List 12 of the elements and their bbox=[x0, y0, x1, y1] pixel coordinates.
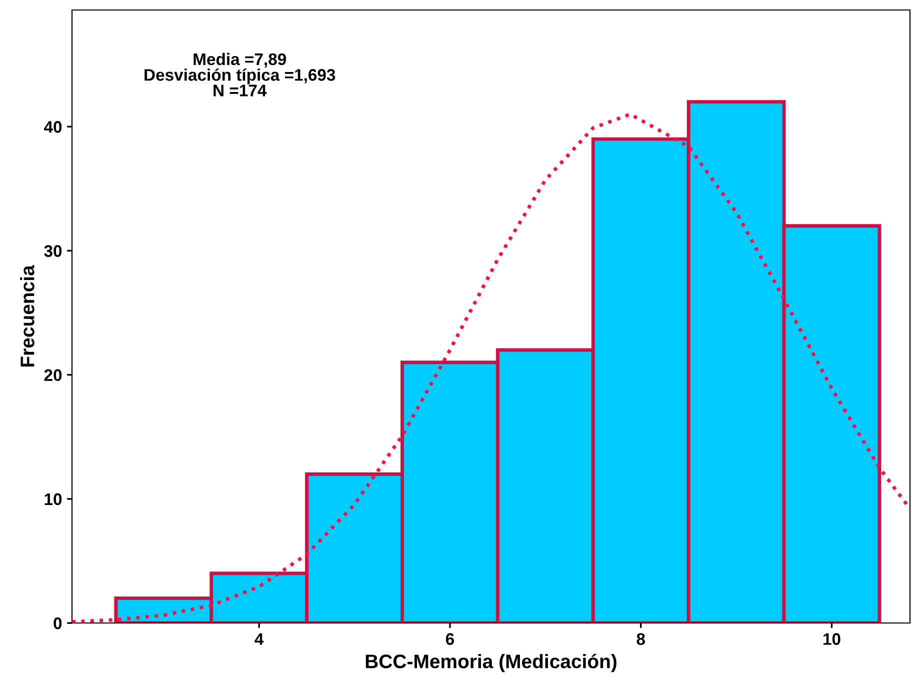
x-tick-label: 4 bbox=[254, 633, 264, 645]
x-axis-title: BCC-Memoria (Medicación) bbox=[366, 654, 616, 672]
y-axis-title: Frecuencia bbox=[20, 265, 34, 367]
y-tick-label: 0 bbox=[54, 617, 62, 630]
x-tick-label: 8 bbox=[636, 633, 645, 645]
x-tick-label: 10 bbox=[824, 633, 840, 645]
annotation: Media =7,89 Desviación típica =1,693 N =174 bbox=[144, 52, 336, 96]
y-tick-label: 10 bbox=[44, 493, 62, 506]
x-tick-label: 6 bbox=[446, 633, 454, 645]
y-tick-label: 40 bbox=[44, 121, 62, 133]
y-tick-label: 30 bbox=[44, 245, 62, 257]
y-tick-label: 20 bbox=[44, 369, 62, 382]
